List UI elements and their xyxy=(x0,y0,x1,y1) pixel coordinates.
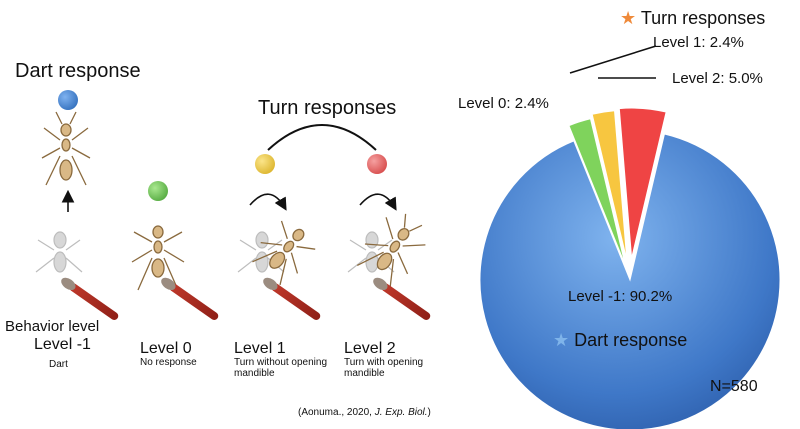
behavior-level-label: Behavior level xyxy=(5,318,100,335)
level-neg1-sub: Dart xyxy=(49,359,68,370)
pie-slice-level-2 xyxy=(618,107,667,259)
turn-responses-legend: ★ Turn responses xyxy=(620,8,765,29)
pie-slice-level-1 xyxy=(591,110,628,261)
pie-slices xyxy=(479,107,781,429)
citation-journal: J. Exp. Biol. xyxy=(374,407,428,418)
level-2-label: Level 2 xyxy=(344,340,396,357)
ant-dart-icon xyxy=(41,111,91,186)
level-2-dot xyxy=(367,154,387,174)
level-2-sub: Turn with opening mandible xyxy=(344,357,424,379)
dart-response-legend: ★ Dart response xyxy=(553,330,687,351)
ghost-ants xyxy=(35,231,395,273)
ant-level2-icon xyxy=(356,213,426,289)
dart-legend-text: Dart response xyxy=(574,330,688,350)
pie-label-level-1: Level 1: 2.4% xyxy=(653,34,744,51)
level-0-label: Level 0 xyxy=(140,340,192,357)
pie-label-level-2: Level 2: 5.0% xyxy=(672,70,763,87)
citation: (Aonuma., 2020, J. Exp. Biol.) xyxy=(298,407,431,418)
level-1-dot xyxy=(255,154,275,174)
level-1-leader-line xyxy=(569,45,657,74)
orange-star-icon: ★ xyxy=(620,8,637,28)
turn-arrow-level1 xyxy=(249,193,287,211)
level-0-sub: No response xyxy=(140,357,197,368)
level-neg1-dot xyxy=(58,90,78,110)
dart-response-title: Dart response xyxy=(15,60,141,82)
level-neg1-label: Level -1 xyxy=(34,336,91,353)
pie-label-level-0: Level 0: 2.4% xyxy=(458,95,549,112)
pie-slice-levelneg1 xyxy=(479,133,781,429)
n-label: N=580 xyxy=(710,378,758,395)
level-0-dot xyxy=(148,181,168,201)
turn-responses-title: Turn responses xyxy=(258,97,397,119)
level-1-sub: Turn without opening mandible xyxy=(234,357,328,379)
citation-suffix: ) xyxy=(427,407,431,418)
pie-slice-level-0 xyxy=(568,118,626,265)
brush-icons xyxy=(61,277,431,320)
pie-label-level-neg1: Level -1: 90.2% xyxy=(568,288,673,305)
ant-level0-icon xyxy=(131,225,185,291)
level-1-label: Level 1 xyxy=(234,340,286,357)
blue-star-icon: ★ xyxy=(553,330,570,350)
turn-arrow-level2 xyxy=(359,193,397,211)
turn-legend-text: Turn responses xyxy=(640,8,766,28)
citation-prefix: (Aonuma., 2020, xyxy=(298,407,375,418)
turn-arc xyxy=(267,124,377,151)
behavior-illustrations xyxy=(35,111,431,320)
ant-level1-icon xyxy=(252,220,316,286)
